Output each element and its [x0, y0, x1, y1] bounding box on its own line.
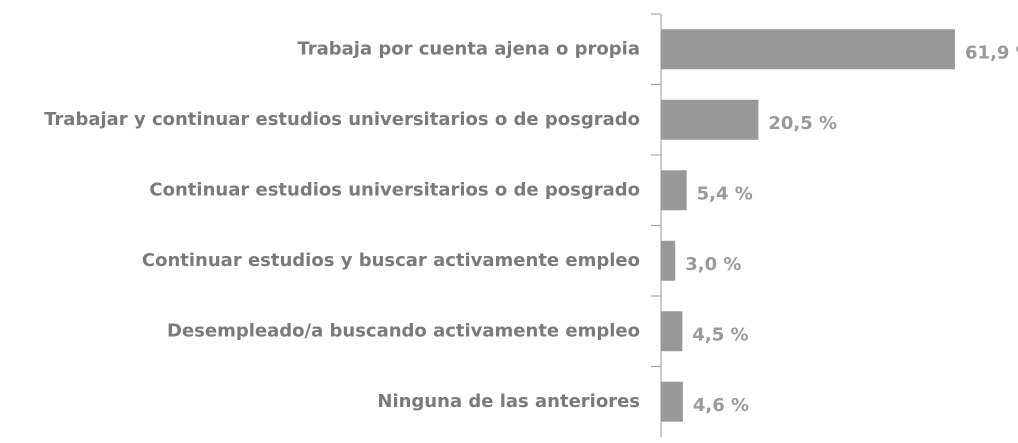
category-label: Ninguna de las anteriores [377, 391, 640, 412]
value-label: 3,0 % [685, 254, 741, 275]
bar [661, 311, 683, 352]
category-label: Continuar estudios y buscar activamente … [142, 250, 640, 271]
bar [661, 170, 687, 211]
category-label: Continuar estudios universitarios o de p… [149, 179, 640, 200]
value-label: 4,6 % [693, 395, 749, 416]
category-label: Trabaja por cuenta ajena o propia [297, 38, 640, 59]
value-label: 61,9 % [965, 42, 1018, 63]
bar [661, 99, 759, 140]
value-label: 20,5 % [768, 113, 837, 134]
value-label: 4,5 % [692, 324, 748, 345]
category-label: Trabajar y continuar estudios universita… [44, 109, 640, 130]
category-label: Desempleado/a buscando activamente emple… [167, 320, 640, 341]
bar [661, 29, 956, 70]
value-label: 5,4 % [697, 183, 753, 204]
bar [661, 381, 683, 422]
bar [661, 240, 676, 281]
